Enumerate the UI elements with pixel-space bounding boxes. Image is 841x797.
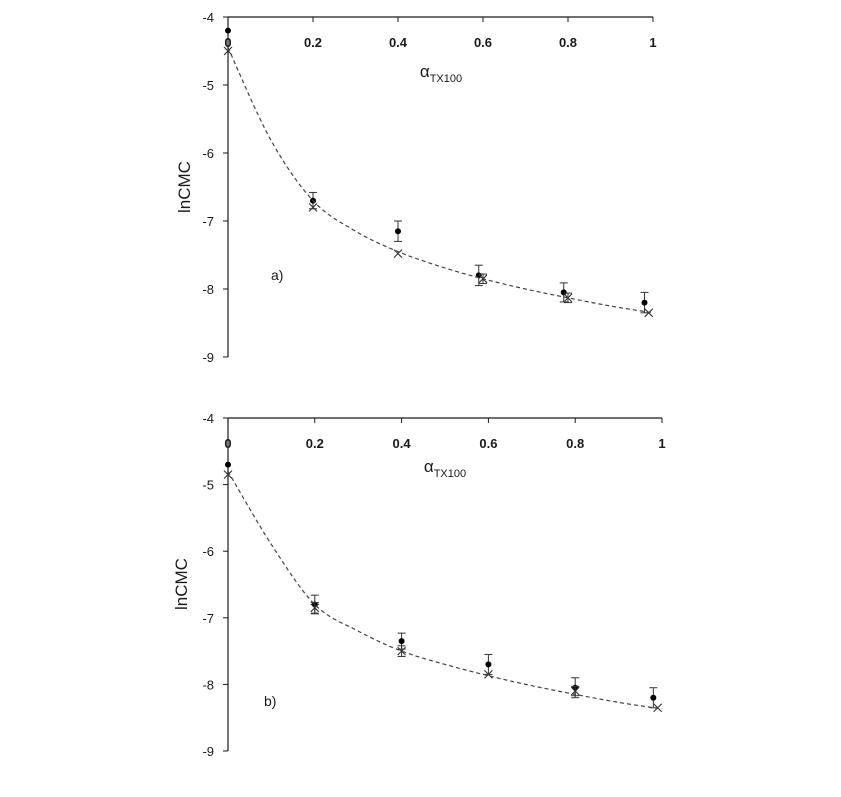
x-tick-label: 1 xyxy=(649,35,656,50)
x-tick-label: 0.6 xyxy=(474,35,492,50)
y-tick-label: -4 xyxy=(202,411,214,426)
y-tick-label: -8 xyxy=(202,282,214,297)
data-point-dot xyxy=(650,694,657,701)
x-tick-label: 0.4 xyxy=(389,35,408,50)
fit-curve-line xyxy=(227,470,663,710)
data-point-cross xyxy=(484,670,493,679)
data-point-cross xyxy=(223,46,233,56)
x-tick-label: 0.8 xyxy=(566,436,584,451)
fit-curve-line xyxy=(227,47,654,314)
data-point-cross xyxy=(653,703,663,713)
x-tick-label: 0.8 xyxy=(559,35,577,50)
data-point-cross xyxy=(393,249,403,259)
x-tick-label: 0 xyxy=(224,436,231,451)
data-point-dot xyxy=(225,27,231,34)
y-tick-label: -4 xyxy=(202,10,214,25)
y-axis-title: lnCMC xyxy=(175,161,194,213)
data-point-dot xyxy=(225,461,231,468)
x-tick-label: 0.2 xyxy=(306,436,324,451)
data-point-cross xyxy=(397,646,406,656)
y-tick-label: -6 xyxy=(202,146,214,161)
data-point-dot xyxy=(560,289,567,296)
y-tick-label: -9 xyxy=(202,744,214,759)
x-axis-title: αTX100 xyxy=(424,457,466,480)
panel-label: b) xyxy=(264,693,276,709)
y-tick-label: -9 xyxy=(202,350,214,365)
data-point-cross xyxy=(644,308,654,318)
y-tick-label: -8 xyxy=(202,677,214,692)
data-point-cross xyxy=(563,293,573,303)
data-point-cross xyxy=(310,603,320,613)
x-axis-title: αTX100 xyxy=(420,62,462,85)
y-tick-label: -6 xyxy=(202,544,214,559)
data-point-dot xyxy=(485,661,492,668)
data-point-cross xyxy=(223,470,233,479)
chart-panel-a: 0 0.2 0.4 0.6 0.8 1 -4 -5 -6 -7 -8 -9 αTX100 lnCMC a) xyxy=(175,10,657,365)
x-tick-label: 0.6 xyxy=(479,436,497,451)
y-tick-label: -7 xyxy=(202,214,214,229)
x-tick-label: 0.2 xyxy=(304,35,322,50)
chart-panel-b: 0 0.2 0.4 0.6 0.8 1 -4 -5 -6 -7 -8 -9 αTX100 lnCMC b) xyxy=(172,411,666,759)
y-axis-title: lnCMC xyxy=(172,558,191,610)
data-point-dot xyxy=(395,228,401,235)
y-tick-label: -7 xyxy=(202,611,214,626)
panel-label: a) xyxy=(271,267,283,283)
y-tick-label: -5 xyxy=(202,78,214,93)
x-tick-label: 0.4 xyxy=(393,436,412,451)
x-tick-label: 0 xyxy=(224,35,231,50)
data-point-cross xyxy=(308,203,318,212)
y-tick-label: -5 xyxy=(202,478,214,493)
x-tick-label: 1 xyxy=(658,436,665,451)
data-point-dot xyxy=(641,299,648,306)
data-point-dot xyxy=(398,638,405,645)
